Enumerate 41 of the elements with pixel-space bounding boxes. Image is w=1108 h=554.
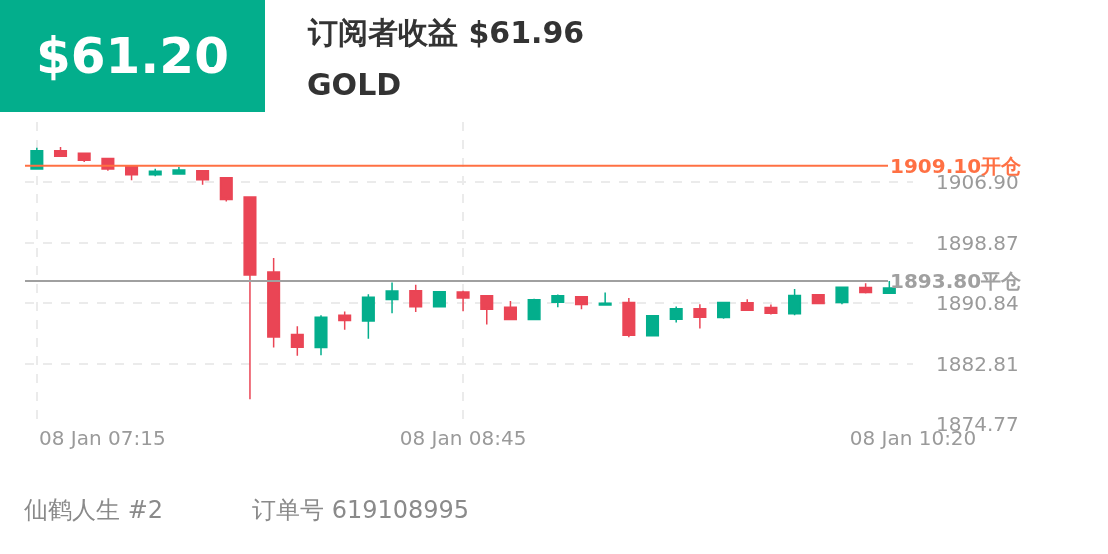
candlestick	[740, 298, 754, 311]
candlestick	[574, 296, 589, 310]
candlestick	[385, 281, 399, 314]
candlestick	[598, 291, 612, 306]
candlestick	[764, 303, 778, 316]
candlestick	[219, 176, 233, 203]
candlestick	[172, 166, 186, 175]
text: 订单号 619108995	[252, 496, 470, 524]
candlestick	[290, 325, 304, 357]
candlestick	[622, 297, 636, 338]
candlestick	[267, 257, 281, 349]
candlestick	[53, 146, 68, 158]
candlestick	[693, 303, 707, 330]
candlestick	[835, 286, 849, 305]
candlestick	[314, 314, 328, 356]
x-tick-label: 08 Jan 07:15	[39, 426, 166, 450]
candlestick	[361, 293, 375, 340]
text: $61.20	[36, 27, 229, 85]
candlestick	[338, 310, 352, 331]
candlestick	[669, 305, 683, 324]
candlestick	[717, 301, 731, 320]
candlestick	[456, 290, 470, 312]
chart-subtitle: GOLD	[307, 67, 402, 102]
candlestick	[480, 295, 494, 326]
y-tick-label: 1890.84	[936, 291, 1019, 316]
candlestick	[788, 288, 802, 316]
ref-line-label: 1893.80平仓	[890, 269, 1023, 293]
candlestick	[243, 196, 257, 401]
y-tick-label: 1898.87	[936, 230, 1019, 255]
candlestick	[503, 300, 517, 321]
x-tick-label: 08 Jan 08:45	[399, 426, 527, 450]
chart-title: 订阅者收益 $61.96	[307, 15, 585, 50]
candlestick	[196, 169, 210, 186]
candlestick	[551, 293, 565, 308]
candlestick	[645, 314, 660, 337]
text: 仙鹤人生 #2	[24, 496, 164, 524]
candlestick	[432, 290, 446, 308]
candlestick	[527, 298, 541, 321]
candlestick	[409, 284, 423, 313]
y-tick-label: 1882.81	[936, 351, 1019, 376]
candlestick	[811, 294, 825, 305]
